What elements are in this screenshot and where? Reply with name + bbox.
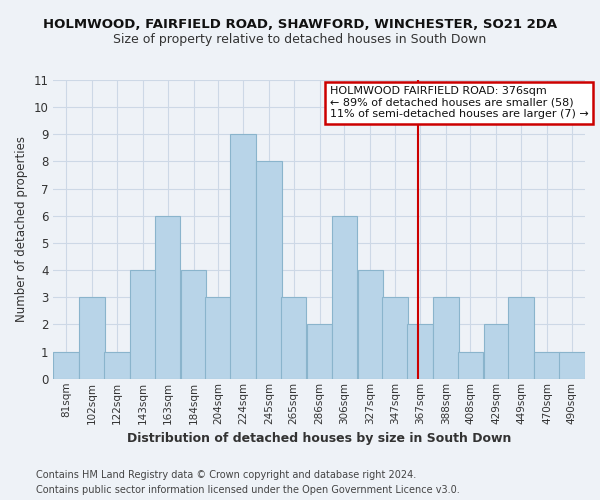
Bar <box>382 298 408 379</box>
Bar <box>155 216 181 379</box>
Bar <box>104 352 130 379</box>
Bar <box>433 298 458 379</box>
Text: HOLMWOOD FAIRFIELD ROAD: 376sqm
← 89% of detached houses are smaller (58)
11% of: HOLMWOOD FAIRFIELD ROAD: 376sqm ← 89% of… <box>330 86 589 119</box>
Text: Contains public sector information licensed under the Open Government Licence v3: Contains public sector information licen… <box>36 485 460 495</box>
X-axis label: Distribution of detached houses by size in South Down: Distribution of detached houses by size … <box>127 432 511 445</box>
Y-axis label: Number of detached properties: Number of detached properties <box>15 136 28 322</box>
Bar <box>130 270 155 379</box>
Text: Contains HM Land Registry data © Crown copyright and database right 2024.: Contains HM Land Registry data © Crown c… <box>36 470 416 480</box>
Bar <box>559 352 584 379</box>
Bar <box>535 352 560 379</box>
Text: Size of property relative to detached houses in South Down: Size of property relative to detached ho… <box>113 32 487 46</box>
Bar <box>281 298 307 379</box>
Bar <box>181 270 206 379</box>
Bar <box>53 352 79 379</box>
Bar <box>79 298 105 379</box>
Bar <box>205 298 231 379</box>
Bar <box>307 324 332 379</box>
Bar <box>358 270 383 379</box>
Text: HOLMWOOD, FAIRFIELD ROAD, SHAWFORD, WINCHESTER, SO21 2DA: HOLMWOOD, FAIRFIELD ROAD, SHAWFORD, WINC… <box>43 18 557 30</box>
Bar <box>332 216 357 379</box>
Bar <box>256 162 282 379</box>
Bar <box>230 134 256 379</box>
Bar <box>508 298 534 379</box>
Bar <box>407 324 433 379</box>
Bar <box>458 352 483 379</box>
Bar <box>484 324 509 379</box>
